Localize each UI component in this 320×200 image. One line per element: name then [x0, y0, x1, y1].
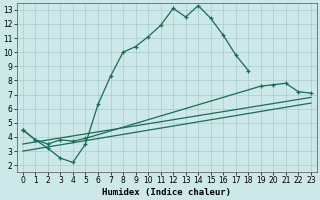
X-axis label: Humidex (Indice chaleur): Humidex (Indice chaleur) [102, 188, 231, 197]
